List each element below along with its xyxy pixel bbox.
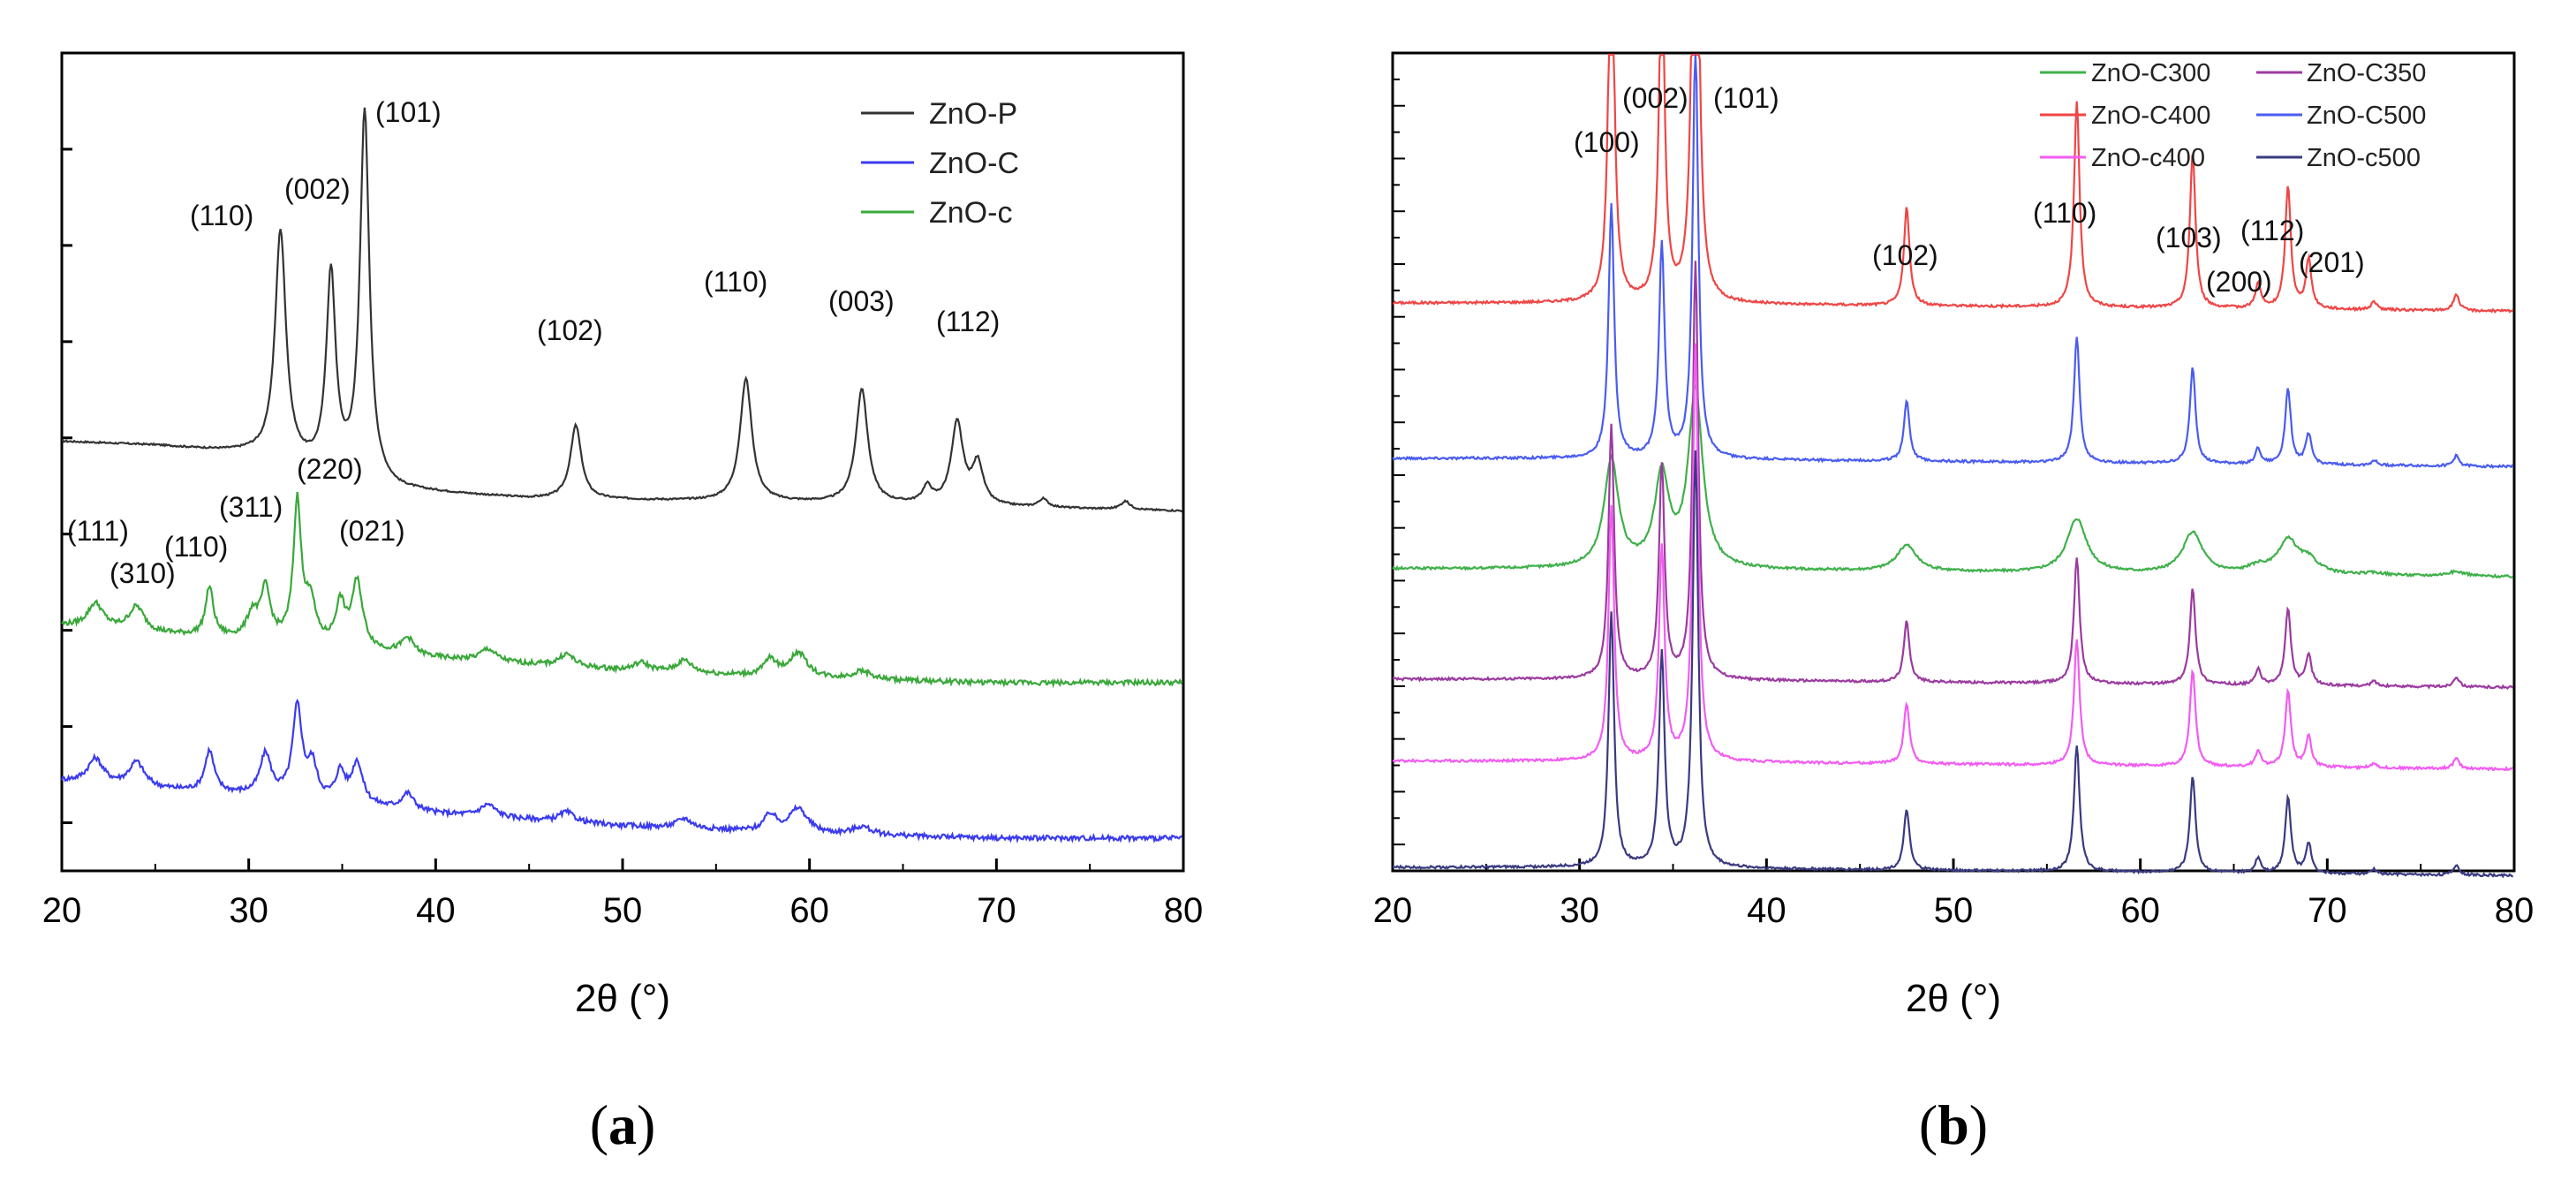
panel-a-x-axis-title: 2θ (°) [575, 977, 670, 1020]
peak-label-b-103: (103) [2156, 222, 2222, 253]
panel-a: 20 30 40 50 60 70 80 2θ (°) ZnO-P ZnO-C ZnO-c … [42, 51, 1204, 1156]
panel-b-y-ticks [1393, 78, 1405, 846]
panel-a-series [60, 107, 1183, 844]
panel-a-x-tick-label: 80 [1164, 891, 1204, 930]
legend-label-zno-c300: ZnO-C300 [2091, 59, 2210, 87]
peak-label-b-102: (102) [1872, 239, 1938, 271]
panel-b-series [1392, 53, 2514, 879]
panel-a-x-tick-label: 20 [42, 891, 82, 930]
legend-label-zno-c: ZnO-C [929, 147, 1019, 180]
peak-label-101: (101) [375, 96, 442, 128]
panel-b-x-tick-label: 40 [1747, 891, 1787, 930]
peak-label-b-200: (200) [2206, 266, 2272, 298]
series-line-zno-c350 [1392, 261, 2514, 690]
peak-label-021: (021) [339, 515, 405, 547]
panel-b-x-axis-title: 2θ (°) [1906, 977, 2001, 1020]
peak-label-111: (111) [67, 515, 129, 547]
peak-label-102: (102) [537, 314, 603, 346]
panel-a-x-tick-label: 60 [789, 891, 829, 930]
series-line-zno-c300 [1392, 384, 2514, 579]
panel-b-x-ticks: 20 30 40 50 60 70 80 [1373, 858, 2534, 930]
peak-label-b-201: (201) [2299, 246, 2365, 278]
panel-b-label: (b) [1919, 1093, 1988, 1156]
peak-label-002: (002) [284, 173, 351, 205]
legend-label-zno-c400-lower: ZnO-c400 [2091, 144, 2205, 172]
series-line-zno-c400 [1392, 53, 2514, 314]
panel-a-label: (a) [590, 1093, 656, 1156]
legend-label-zno-c350: ZnO-C350 [2307, 59, 2426, 87]
panel-b: 20 30 40 50 60 70 80 2θ (°) ZnO-C300 ZnO-C350 … [1373, 51, 2534, 1156]
panel-b-x-tick-label: 70 [2308, 891, 2347, 930]
peak-label-b-100: (100) [1574, 126, 1640, 158]
peak-label-b-002: (002) [1622, 82, 1688, 114]
series-line-zno-p [62, 107, 1182, 513]
panel-b-x-tick-label: 20 [1373, 891, 1413, 930]
legend-label-zno-c500-lower: ZnO-c500 [2307, 144, 2421, 172]
legend-label-zno-c-lower: ZnO-c [929, 196, 1012, 230]
panel-b-x-tick-label: 50 [1934, 891, 1974, 930]
peak-label-b-110: (110) [2033, 197, 2096, 229]
panel-b-x-tick-label: 30 [1560, 891, 1599, 930]
panel-b-peak-labels: (100) (002) (101) (102) (110) (103) (112… [1574, 82, 2365, 298]
panel-a-legend: ZnO-P ZnO-C ZnO-c [861, 97, 1019, 230]
series-line-zno-c-lower [61, 491, 1183, 689]
panel-b-x-tick-label: 60 [2120, 891, 2160, 930]
series-line-zno-c400-lower [1392, 343, 2514, 772]
peak-label-003: (003) [828, 285, 895, 317]
panel-b-x-tick-label: 80 [2495, 891, 2534, 930]
peak-label-110-c: (110) [164, 531, 228, 563]
panel-a-peak-labels: (101) (110) (002) (102) (110) (003) (112… [67, 96, 1000, 589]
panel-a-x-tick-label: 40 [416, 891, 456, 930]
peak-label-b-112: (112) [2240, 215, 2304, 246]
panel-a-x-tick-label: 30 [229, 891, 268, 930]
panel-a-x-ticks: 20 30 40 50 60 70 80 [42, 858, 1204, 930]
panel-a-x-tick-label: 70 [977, 891, 1016, 930]
legend-label-zno-p: ZnO-P [929, 97, 1017, 131]
legend-label-zno-c500: ZnO-C500 [2307, 102, 2426, 130]
peak-label-220: (220) [297, 453, 363, 485]
peak-label-310: (310) [110, 557, 176, 589]
peak-label-110-b: (110) [704, 266, 767, 298]
peak-label-110-a: (110) [190, 200, 253, 231]
series-line-zno-c [60, 698, 1183, 844]
series-line-zno-c500 [1392, 54, 2514, 470]
panel-a-x-tick-label: 50 [603, 891, 643, 930]
peak-label-311: (311) [219, 491, 283, 523]
peak-label-112: (112) [936, 306, 1000, 337]
panel-b-legend: ZnO-C300 ZnO-C350 ZnO-C400 ZnO-C500 ZnO-… [2040, 59, 2426, 172]
series-line-zno-c500-lower [1392, 450, 2513, 879]
panel-a-y-ticks [62, 147, 72, 825]
peak-label-b-101: (101) [1713, 82, 1779, 114]
legend-label-zno-c400: ZnO-C400 [2091, 102, 2210, 130]
